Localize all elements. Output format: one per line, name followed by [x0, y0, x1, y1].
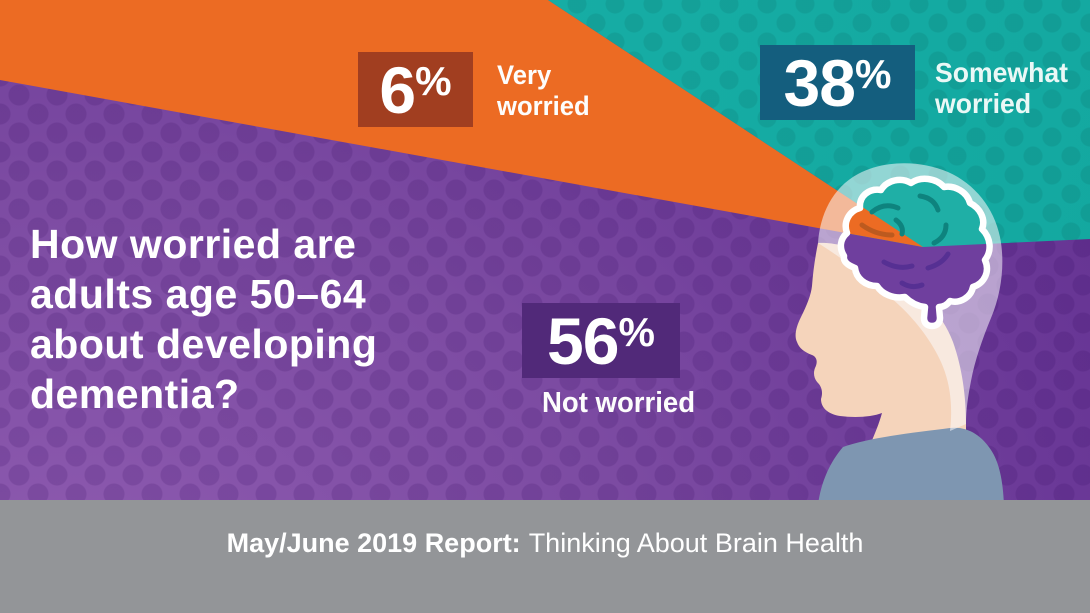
percent-sign: % — [415, 58, 452, 104]
stat-label-line: worried — [935, 88, 1032, 119]
stat-label-very-worried: Very worried — [497, 60, 590, 122]
footer-report-label: May/June 2019 Report: — [226, 528, 521, 558]
stat-value-very-worried: 6 — [379, 52, 416, 127]
stat-label-line: worried — [497, 91, 590, 121]
shirt-shoulders — [818, 427, 1004, 505]
stat-box-very-worried: 6% — [358, 52, 473, 127]
stat-box-not-worried: 56% — [522, 303, 680, 378]
stat-label-line: Somewhat — [935, 57, 1069, 88]
stat-value-not-worried: 56 — [547, 303, 619, 378]
question-line: about developing — [30, 321, 378, 367]
brain-outline-icon — [837, 175, 993, 330]
stat-label-line: Very — [497, 60, 552, 90]
headline-question: How worried are adults age 50–64 about d… — [30, 219, 470, 419]
stat-value-somewhat-worried: 38 — [783, 45, 856, 120]
footer-report-title: Thinking About Brain Health — [528, 528, 864, 558]
percent-sign: % — [854, 51, 892, 97]
stat-label-not-worried: Not worried — [542, 387, 696, 419]
stat-box-somewhat-worried: 38% — [760, 45, 915, 120]
question-line: adults age 50–64 — [30, 271, 367, 317]
question-line: How worried are — [30, 221, 357, 267]
stat-label-somewhat-worried: Somewhat worried — [935, 57, 1068, 119]
question-line: dementia? — [30, 371, 240, 417]
footer-bar: May/June 2019 Report: Thinking About Bra… — [0, 500, 1090, 613]
percent-sign: % — [618, 309, 655, 355]
